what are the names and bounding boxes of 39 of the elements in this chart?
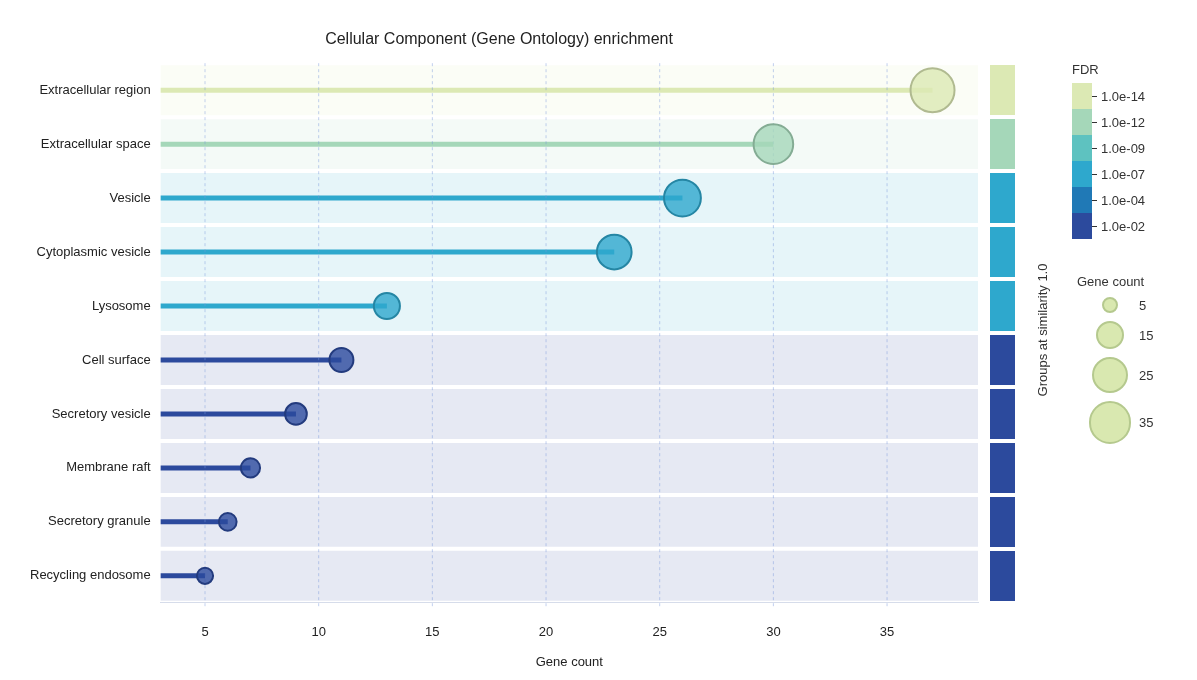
legend-label: 1.0e-09 (1101, 140, 1146, 156)
y-tick-label: Cell surface (82, 351, 151, 367)
x-tick-label: 5 (201, 624, 209, 640)
legend-label: 35 (1139, 415, 1154, 431)
y-tick-label: Extracellular space (40, 135, 151, 151)
legend-label: 1.0e-02 (1101, 218, 1146, 234)
x-tick-label: 35 (879, 624, 895, 640)
y-tick-label: Cytoplasmic vesicle (36, 243, 151, 259)
y-tick-label: Secretory vesicle (51, 405, 151, 421)
y-tick-label: Extracellular region (39, 81, 151, 97)
text: Groups at similarity 1.0 (1034, 263, 1050, 397)
legend-label: 1.0e-07 (1101, 166, 1146, 182)
point (239, 457, 262, 479)
y-tick-label: Membrane raft (66, 459, 152, 475)
y-tick-label: Secretory granule (48, 513, 151, 529)
legend-label: 1.0e-14 (1101, 88, 1146, 104)
y-tick-label: Recycling endosome (29, 567, 151, 583)
point (284, 402, 308, 426)
x-axis-title: Gene count (535, 653, 604, 669)
x-tick-label: 15 (425, 624, 440, 640)
text: Gene count (1077, 274, 1146, 289)
x-tick-label: 20 (538, 624, 554, 640)
legend-title: FDR (1072, 62, 1100, 77)
point (752, 123, 795, 165)
legend-label: 1.0e-04 (1101, 192, 1146, 208)
legend-label: 25 (1139, 367, 1154, 383)
legend-label: 1.0e-12 (1101, 114, 1146, 130)
x-tick-label: 30 (766, 624, 781, 640)
point (909, 67, 956, 114)
chart-title: Cellular Component (Gene Ontology) enrichment (325, 30, 674, 48)
y-tick-label: Lysosome (91, 297, 151, 313)
x-tick-label: 10 (311, 624, 326, 640)
point (663, 178, 702, 218)
y-tick-label: Vesicle (109, 189, 151, 205)
x-tick-label: 25 (652, 624, 667, 640)
legend-label: 5 (1139, 297, 1147, 313)
legend-label: 15 (1139, 327, 1154, 343)
point (595, 233, 633, 271)
point (217, 512, 238, 532)
